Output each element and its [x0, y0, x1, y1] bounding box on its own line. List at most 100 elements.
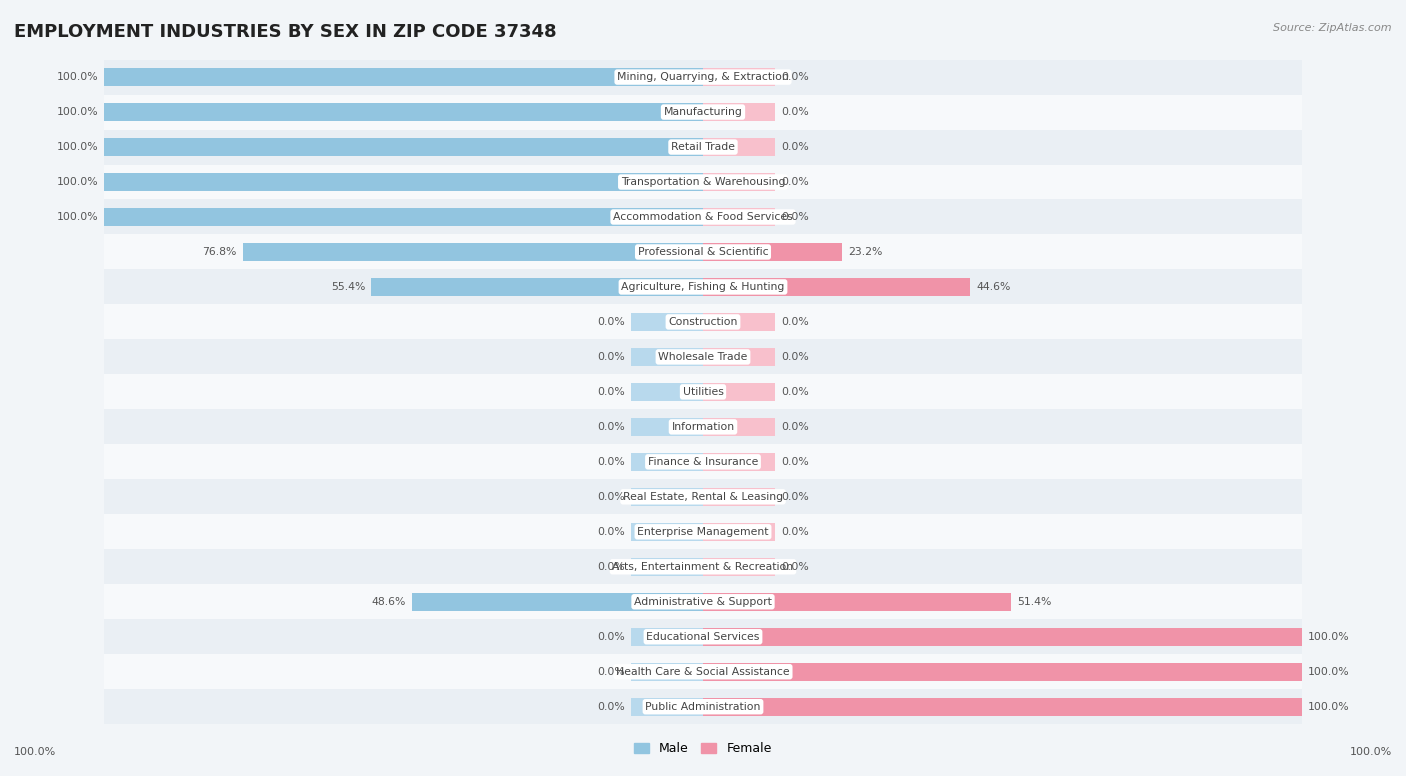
Bar: [703, 523, 775, 541]
Text: EMPLOYMENT INDUSTRIES BY SEX IN ZIP CODE 37348: EMPLOYMENT INDUSTRIES BY SEX IN ZIP CODE…: [14, 23, 557, 41]
Legend: Male, Female: Male, Female: [630, 737, 776, 760]
Bar: [703, 383, 775, 401]
Text: 0.0%: 0.0%: [780, 387, 808, 397]
Text: Enterprise Management: Enterprise Management: [637, 527, 769, 537]
Text: 0.0%: 0.0%: [780, 562, 808, 572]
Text: Real Estate, Rental & Leasing: Real Estate, Rental & Leasing: [623, 492, 783, 502]
Text: 0.0%: 0.0%: [598, 457, 626, 467]
Text: Retail Trade: Retail Trade: [671, 142, 735, 152]
Bar: [104, 95, 1302, 130]
Bar: [631, 383, 703, 401]
Text: Mining, Quarrying, & Extraction: Mining, Quarrying, & Extraction: [617, 72, 789, 82]
Text: Finance & Insurance: Finance & Insurance: [648, 457, 758, 467]
Text: Construction: Construction: [668, 317, 738, 327]
Text: 100.0%: 100.0%: [56, 212, 98, 222]
Text: 0.0%: 0.0%: [598, 667, 626, 677]
Text: 0.0%: 0.0%: [598, 352, 626, 362]
Text: Agriculture, Fishing & Hunting: Agriculture, Fishing & Hunting: [621, 282, 785, 292]
Bar: [104, 208, 703, 226]
Text: 0.0%: 0.0%: [780, 107, 808, 117]
Bar: [703, 593, 1011, 611]
Bar: [703, 173, 775, 191]
Text: 0.0%: 0.0%: [780, 177, 808, 187]
Text: 0.0%: 0.0%: [780, 142, 808, 152]
Bar: [703, 452, 775, 471]
Text: 0.0%: 0.0%: [598, 562, 626, 572]
Bar: [104, 549, 1302, 584]
Text: 0.0%: 0.0%: [780, 457, 808, 467]
Text: 0.0%: 0.0%: [780, 317, 808, 327]
Text: 100.0%: 100.0%: [56, 72, 98, 82]
Bar: [104, 269, 1302, 304]
Bar: [104, 480, 1302, 514]
Text: 48.6%: 48.6%: [371, 597, 406, 607]
Text: 100.0%: 100.0%: [1350, 747, 1392, 757]
Text: Source: ZipAtlas.com: Source: ZipAtlas.com: [1274, 23, 1392, 33]
Bar: [104, 173, 703, 191]
Text: 23.2%: 23.2%: [848, 247, 883, 257]
Text: 0.0%: 0.0%: [780, 352, 808, 362]
Text: 100.0%: 100.0%: [1308, 702, 1350, 712]
Bar: [631, 523, 703, 541]
Text: 55.4%: 55.4%: [330, 282, 366, 292]
Bar: [703, 103, 775, 121]
Text: Manufacturing: Manufacturing: [664, 107, 742, 117]
Bar: [631, 452, 703, 471]
Bar: [703, 138, 775, 156]
Bar: [631, 417, 703, 436]
Bar: [104, 138, 703, 156]
Bar: [104, 619, 1302, 654]
Bar: [631, 698, 703, 715]
Bar: [104, 374, 1302, 410]
Bar: [703, 313, 775, 331]
Text: 0.0%: 0.0%: [598, 632, 626, 642]
Text: 100.0%: 100.0%: [56, 107, 98, 117]
Bar: [703, 417, 775, 436]
Bar: [104, 68, 703, 86]
Text: Health Care & Social Assistance: Health Care & Social Assistance: [616, 667, 790, 677]
Bar: [412, 593, 703, 611]
Bar: [631, 628, 703, 646]
Text: Public Administration: Public Administration: [645, 702, 761, 712]
Text: Wholesale Trade: Wholesale Trade: [658, 352, 748, 362]
Bar: [104, 654, 1302, 689]
Text: Arts, Entertainment & Recreation: Arts, Entertainment & Recreation: [613, 562, 793, 572]
Bar: [104, 103, 703, 121]
Bar: [104, 304, 1302, 339]
Text: 0.0%: 0.0%: [780, 492, 808, 502]
Text: Administrative & Support: Administrative & Support: [634, 597, 772, 607]
Bar: [631, 348, 703, 366]
Text: Accommodation & Food Services: Accommodation & Food Services: [613, 212, 793, 222]
Bar: [104, 445, 1302, 480]
Bar: [104, 234, 1302, 269]
Text: 0.0%: 0.0%: [598, 527, 626, 537]
Bar: [631, 663, 703, 681]
Bar: [104, 60, 1302, 95]
Text: Transportation & Warehousing: Transportation & Warehousing: [621, 177, 785, 187]
Bar: [631, 313, 703, 331]
Bar: [104, 689, 1302, 724]
Text: 0.0%: 0.0%: [780, 72, 808, 82]
Text: 0.0%: 0.0%: [598, 492, 626, 502]
Bar: [104, 199, 1302, 234]
Text: Educational Services: Educational Services: [647, 632, 759, 642]
Text: Utilities: Utilities: [682, 387, 724, 397]
Bar: [703, 348, 775, 366]
Bar: [104, 514, 1302, 549]
Bar: [703, 488, 775, 506]
Bar: [703, 663, 1302, 681]
Text: 0.0%: 0.0%: [598, 387, 626, 397]
Bar: [703, 628, 1302, 646]
Bar: [703, 68, 775, 86]
Text: 100.0%: 100.0%: [56, 142, 98, 152]
Bar: [104, 584, 1302, 619]
Text: 51.4%: 51.4%: [1017, 597, 1052, 607]
Text: Professional & Scientific: Professional & Scientific: [638, 247, 768, 257]
Bar: [631, 558, 703, 576]
Text: 0.0%: 0.0%: [780, 212, 808, 222]
Text: 0.0%: 0.0%: [780, 527, 808, 537]
Bar: [703, 698, 1302, 715]
Bar: [104, 339, 1302, 374]
Text: 100.0%: 100.0%: [14, 747, 56, 757]
Text: Information: Information: [672, 422, 734, 432]
